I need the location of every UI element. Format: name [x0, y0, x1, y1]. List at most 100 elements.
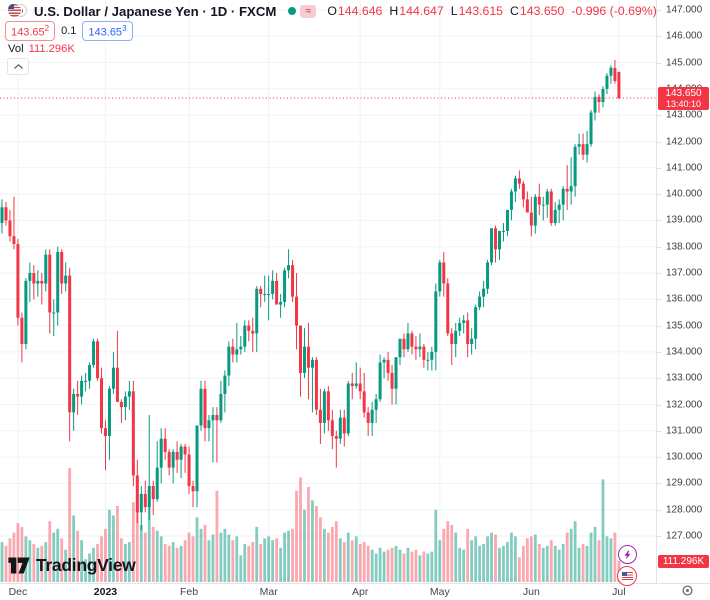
volume-bar	[605, 536, 609, 582]
candle-body	[287, 265, 291, 271]
volume-bar	[569, 528, 573, 582]
volume-bar	[593, 526, 597, 582]
collapse-pane-button[interactable]	[7, 58, 29, 75]
candle-body	[326, 391, 330, 421]
candle-body	[143, 493, 147, 508]
candle-body	[235, 349, 239, 355]
symbol-title[interactable]: U.S. Dollar / Japanese Yen · 1D · FXCM	[34, 3, 277, 19]
price-tick-label: 139.000	[666, 214, 703, 226]
candle-body	[187, 454, 191, 487]
candle-body	[119, 401, 123, 408]
candle-body	[179, 446, 183, 460]
volume-bar	[398, 549, 402, 582]
candle-body	[167, 451, 171, 468]
us-flag-mini-icon	[621, 572, 633, 580]
candle-body	[36, 280, 40, 284]
volume-bar	[362, 542, 366, 582]
volume-bar	[518, 557, 521, 582]
candle-body	[350, 383, 354, 387]
volume-bar	[319, 517, 322, 582]
volume-bar	[378, 547, 382, 582]
symbol-legend[interactable]: U.S. Dollar / Japanese Yen · 1D · FXCM ≈…	[8, 3, 657, 19]
candle-body	[215, 415, 219, 421]
volume-bar	[422, 551, 426, 582]
volume-bar	[482, 544, 485, 582]
candle-body	[334, 436, 338, 439]
candle-body	[509, 191, 513, 210]
candle-body	[430, 351, 434, 360]
tradingview-logo-text: TradingView	[36, 555, 136, 575]
time-tick-label: Dec	[8, 586, 28, 598]
candle-body	[529, 212, 533, 226]
candle-body	[163, 438, 167, 452]
volume-bar	[179, 545, 183, 582]
volume-bar	[322, 528, 326, 582]
volume-bar	[251, 542, 255, 582]
candle-body	[183, 446, 187, 455]
candle-body	[466, 320, 470, 345]
price-tick-label: 134.000	[666, 346, 703, 358]
candle-body	[462, 320, 466, 323]
price-tick-label: 146.000	[666, 30, 703, 42]
sell-bid-button[interactable]: 143.652	[5, 21, 56, 41]
price-tick-mark	[657, 457, 661, 459]
price-tick-label: 145.000	[666, 57, 703, 69]
candle-body	[8, 220, 12, 237]
candle-body	[283, 270, 287, 302]
candle-body	[398, 338, 402, 358]
volume-bar	[120, 538, 123, 582]
volume-bar	[44, 542, 48, 582]
gear-icon[interactable]	[681, 584, 694, 597]
candle-body	[418, 346, 422, 350]
volume-bar	[326, 532, 330, 582]
time-tick-label: Apr	[352, 586, 369, 598]
candle-body	[175, 451, 179, 460]
candlestick-chart[interactable]	[0, 0, 656, 583]
volume-bar	[116, 506, 119, 582]
volume-bar	[255, 526, 259, 582]
candle-body	[247, 325, 251, 331]
candle-body	[521, 183, 525, 200]
us-session-flag-button[interactable]	[617, 566, 637, 586]
price-tick-mark	[657, 430, 661, 432]
quick-trade-button[interactable]	[618, 545, 637, 564]
candle-body	[561, 188, 565, 205]
candle-body	[314, 359, 318, 410]
market-open-dot-icon[interactable]	[288, 7, 297, 15]
volume-bar	[581, 544, 585, 582]
volume-bar	[84, 559, 87, 582]
volume-bar	[52, 532, 56, 582]
candle-body	[557, 204, 561, 210]
volume-bar	[0, 542, 4, 582]
time-scale[interactable]: Dec 2023 Feb Mar Apr May Jun Jul	[0, 583, 710, 600]
candle-body	[219, 393, 223, 421]
volume-bar	[545, 545, 549, 582]
candle-body	[390, 372, 394, 389]
volume-bar	[247, 545, 251, 582]
price-tick-mark	[657, 536, 661, 537]
volume-bar	[446, 521, 450, 582]
volume-bar	[135, 509, 139, 582]
candle-body	[195, 425, 199, 492]
volume-bar	[127, 542, 131, 582]
price-scale[interactable]: 143.650 13:40:10 111.296K 147.000 146.000…	[656, 0, 710, 583]
volume-bar	[334, 521, 338, 582]
volume-bar	[474, 536, 478, 582]
price-tick-mark	[657, 483, 661, 485]
volume-bar	[414, 549, 418, 582]
delayed-data-badge-icon[interactable]: ≈	[300, 4, 317, 18]
usdjpy-pair-icon	[8, 4, 28, 18]
bar-countdown-timer: 13:40:10	[665, 98, 702, 109]
volume-bar	[394, 545, 398, 582]
volume-bar	[418, 555, 422, 582]
tradingview-logo[interactable]: TradingView	[7, 555, 136, 576]
candle-body	[601, 88, 605, 103]
volume-bar	[303, 509, 306, 582]
volume-legend[interactable]: Vol 111.296K	[8, 43, 75, 55]
volume-bar	[32, 544, 36, 582]
candle-body	[494, 228, 498, 250]
volume-bar	[529, 536, 533, 582]
volume-bar	[354, 536, 358, 582]
volume-bar	[287, 530, 290, 582]
buy-ask-button[interactable]: 143.653	[82, 21, 133, 41]
